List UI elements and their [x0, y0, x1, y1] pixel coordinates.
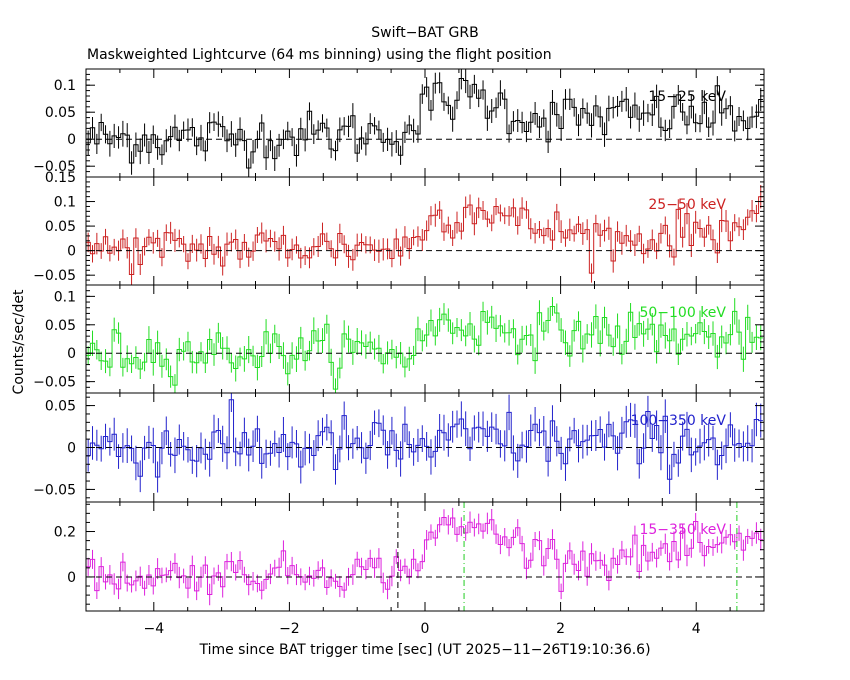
panel-1: −0.0500.050.115−25 keV [33, 68, 764, 178]
band-label: 25−50 keV [648, 197, 726, 213]
y-tick-label: −0.05 [33, 482, 76, 498]
y-tick-label: 0.05 [45, 105, 76, 121]
y-tick-label: −0.05 [33, 268, 76, 284]
y-tick-label: 0 [67, 244, 76, 260]
y-tick-label: 0.2 [54, 525, 76, 541]
panel-3: −0.05 0 0.05 0.1 50−100 keV [33, 285, 764, 400]
y-tick-label: 0.05 [45, 219, 76, 235]
panel-5: 0 0.2 15−350 keV [54, 502, 764, 611]
y-tick-label: 0.05 [45, 399, 76, 415]
y-tick-label: 0.1 [54, 195, 76, 211]
x-tick-label: 2 [556, 621, 565, 637]
panel-4: −0.05 0 0.05 100−350 keV [33, 388, 764, 502]
x-tick-label: −2 [279, 621, 300, 637]
y-tick-label: 0 [67, 132, 76, 148]
y-tick-label: 0 [67, 346, 76, 362]
x-tick-label: −4 [143, 621, 164, 637]
x-tick-label: 0 [421, 621, 430, 637]
y-tick-label: 0.15 [45, 170, 76, 186]
error-bars [88, 68, 761, 178]
x-tick-label: 4 [692, 621, 701, 637]
panels-group: −0.05 0 0.05 0.1 15−25 keV −0.05 0 0.05 0.1 0.15 2… [33, 68, 764, 637]
series-4 [86, 388, 763, 494]
y-tick-label: −0.05 [33, 375, 76, 391]
series-1 [86, 68, 763, 178]
chart-subtitle: Maskweighted Lightcurve (64 ms binning) … [87, 47, 552, 63]
band-label: 15−25 keV [648, 89, 726, 105]
panel-2: −0.05 0 0.05 0.1 0.15 25−50 keV [33, 170, 764, 286]
y-tick-label: 0 [67, 570, 76, 586]
y-tick-label: 0 [67, 441, 76, 457]
y-tick-label: 0.1 [54, 78, 76, 94]
x-axis-label: Time since BAT trigger time [sec] (UT 20… [198, 642, 650, 658]
band-label: 50−100 keV [639, 305, 726, 321]
y-tick-label: 0.05 [45, 318, 76, 334]
y-tick-label: 0.1 [54, 289, 76, 305]
chart-title: Swift−BAT GRB [371, 25, 478, 41]
y-axis-label: Counts/sec/det [11, 289, 27, 394]
band-label: 15−350 keV [639, 522, 726, 538]
band-label: 100−350 keV [631, 413, 727, 429]
